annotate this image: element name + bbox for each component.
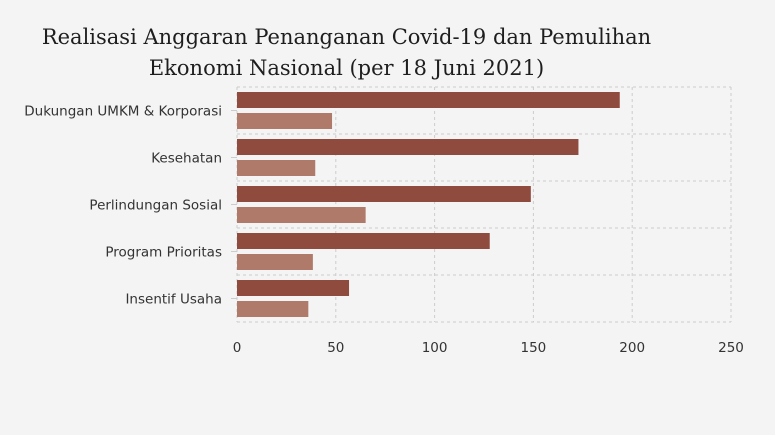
bar xyxy=(237,160,316,176)
category-label: Program Prioritas xyxy=(105,245,222,261)
x-tick-label: 100 xyxy=(422,340,448,356)
bar xyxy=(237,92,620,108)
x-tick-label: 150 xyxy=(521,340,547,356)
category-label: Insentif Usaha xyxy=(125,292,222,308)
bar xyxy=(237,280,350,296)
x-tick-label: 0 xyxy=(233,340,242,356)
bar xyxy=(237,139,579,155)
x-tick-label: 250 xyxy=(718,340,744,356)
chart-title-line-2: Ekonomi Nasional (per 18 Juni 2021) xyxy=(148,56,545,80)
bar xyxy=(237,207,366,223)
bar xyxy=(237,113,333,129)
chart-title-line-1: Realisasi Anggaran Penanganan Covid-19 d… xyxy=(41,25,652,49)
bar xyxy=(237,186,531,202)
category-label: Perlindungan Sosial xyxy=(89,198,222,214)
category-label: Dukungan UMKM & Korporasi xyxy=(24,104,222,120)
x-tick-label: 50 xyxy=(327,340,344,356)
category-label: Kesehatan xyxy=(151,151,222,167)
bar xyxy=(237,301,309,317)
chart-title: Realisasi Anggaran Penanganan Covid-19 d… xyxy=(0,22,693,84)
bar xyxy=(237,233,490,249)
x-tick-label: 200 xyxy=(619,340,645,356)
bar xyxy=(237,254,313,270)
